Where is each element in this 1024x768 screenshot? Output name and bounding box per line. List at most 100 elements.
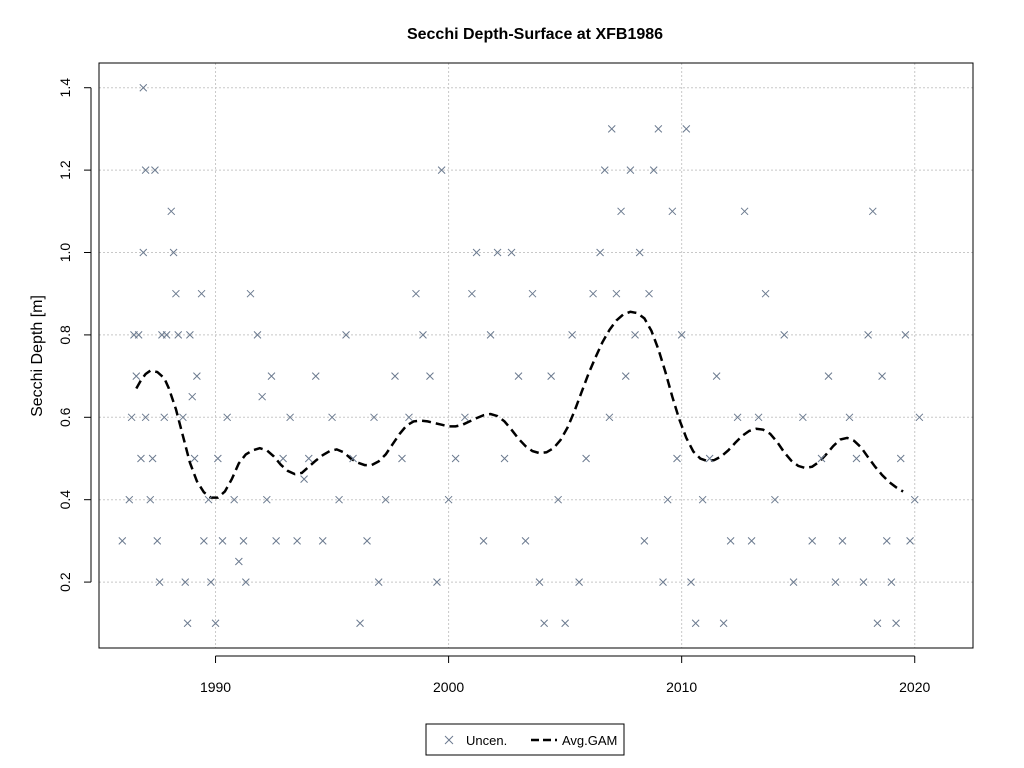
y-axis: 0.2 0.4 0.6 0.8 1.0 1.2 1.4 [57,78,92,592]
x-tick-label: 2020 [899,679,930,695]
data-point [218,537,227,545]
data-point [780,331,789,339]
data-point [864,331,872,339]
data-point [391,372,399,380]
data-point [882,537,891,545]
data-point [640,537,649,545]
data-point [726,537,735,545]
data-point [468,289,476,298]
data-point [554,495,562,504]
data-point [705,454,714,463]
data-point [514,372,523,380]
data-point [493,248,502,257]
data-point [910,495,919,504]
data-point [433,578,441,586]
data-point [906,537,914,545]
data-point [258,392,267,401]
data-point [754,413,763,422]
legend: Uncen. Avg.GAM [425,723,625,756]
data-point [125,495,134,504]
data-point [370,413,378,422]
data-point [698,495,707,504]
data-point [659,578,667,586]
data-point [892,619,900,628]
data-point [118,537,127,545]
data-point [824,372,833,380]
data-point [831,578,840,586]
data-point [405,413,413,422]
data-point [451,454,460,463]
data-point [668,207,677,216]
data-point [561,619,569,628]
data-point [901,331,910,339]
data-point [239,537,248,545]
data-point [479,537,488,545]
data-point [472,248,481,257]
data-point [596,248,604,257]
data-point [183,619,192,628]
data-point [859,578,868,586]
data-point [160,413,169,422]
data-point [134,331,143,339]
data-point [845,413,854,422]
data-point [733,413,742,422]
data-point [356,619,364,628]
data-point [139,83,148,92]
legend-marker-uncen [444,735,454,745]
data-point [174,331,183,339]
data-point [230,495,239,504]
data-point [426,372,434,380]
data-point [589,289,597,298]
data-point [654,125,663,133]
x-tick-label: 2010 [666,679,697,695]
plot-border [98,62,974,649]
data-point [600,166,609,174]
data-point [789,578,798,586]
data-point [318,537,327,545]
data-point [188,392,197,401]
data-point [808,537,817,545]
data-point [817,454,826,463]
y-tick-label: 1.0 [57,243,73,263]
data-point [146,495,155,504]
data-point [190,454,199,463]
data-point [272,537,280,545]
data-point [262,495,271,504]
chart-title: Secchi Depth-Surface at XFB1986 [407,26,663,43]
data-point [915,413,924,422]
data-point [204,495,213,504]
data-point [363,537,371,545]
data-point [162,331,171,339]
data-point [547,372,556,380]
data-point [197,289,206,298]
data-point [612,289,621,298]
data-point [887,578,896,586]
data-point [712,372,721,380]
data-point [179,413,187,422]
y-axis-label: Secchi Depth [m] [29,295,46,417]
data-point [444,495,453,504]
y-tick-label: 0.4 [57,490,73,510]
x-axis: 1990 2000 2010 2020 [200,655,931,695]
data-point [838,537,847,545]
data-point [246,289,255,298]
data-point [771,495,779,504]
data-point [605,413,614,422]
data-point [279,454,287,463]
data-point [673,454,681,463]
data-point [193,372,201,380]
grid-lines [99,63,973,648]
data-point [740,207,749,216]
data-point [200,537,208,545]
legend-box [425,723,625,756]
data-point [719,619,728,628]
data-point [761,289,770,298]
data-point [139,248,148,257]
data-point [631,331,639,339]
data-point [127,413,136,422]
data-point [521,537,530,545]
data-point [677,331,686,339]
data-point [575,578,583,586]
data-point [286,413,294,422]
data-point [349,454,357,463]
